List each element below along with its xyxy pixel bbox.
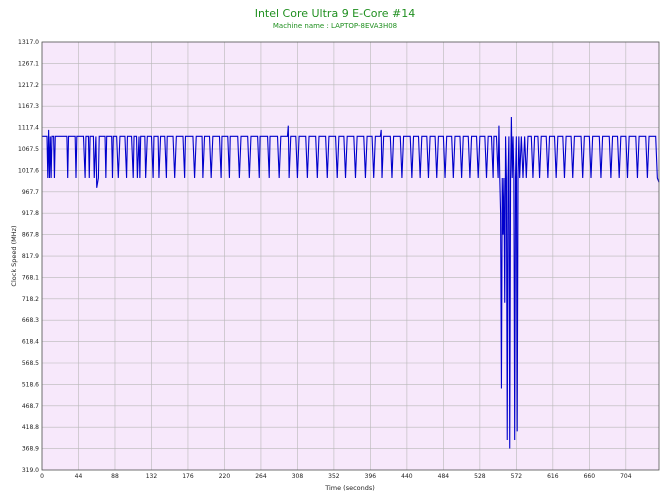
x-axis-label: Time (seconds): [324, 484, 375, 492]
y-tick-label: 1117.4: [18, 125, 39, 132]
y-tick-label: 418.8: [22, 424, 39, 431]
x-tick-label: 88: [111, 473, 119, 480]
x-tick-label: 660: [584, 473, 596, 480]
x-tick-label: 572: [511, 473, 523, 480]
y-tick-label: 1267.1: [18, 60, 39, 67]
x-axis-ticks: 0 44 88 132 176 220 264 308 352 396 440 484 528 572 61…: [40, 473, 632, 480]
y-tick-label: 368.9: [22, 446, 39, 453]
chart-title: Intel Core Ultra 9 E-Core #14: [254, 7, 416, 20]
y-tick-label: 319.0: [22, 467, 39, 474]
x-tick-label: 264: [255, 473, 267, 480]
x-tick-label: 44: [75, 473, 83, 480]
x-tick-label: 704: [620, 473, 632, 480]
plot-border: [41, 41, 660, 471]
y-tick-label: 618.4: [22, 339, 39, 346]
x-tick-label: 616: [547, 473, 559, 480]
y-axis-label: Clock Speed (MHz): [10, 225, 18, 286]
y-tick-label: 1167.3: [18, 103, 39, 110]
x-tick-label: 308: [292, 473, 304, 480]
y-tick-label: 1217.2: [18, 82, 39, 89]
y-tick-label: 668.3: [22, 317, 39, 324]
x-tick-label: 352: [328, 473, 340, 480]
y-tick-label: 1067.5: [18, 146, 39, 153]
y-tick-label: 768.1: [22, 274, 39, 281]
y-tick-label: 468.7: [22, 403, 39, 410]
y-tick-label: 568.5: [22, 360, 39, 367]
x-tick-label: 176: [182, 473, 194, 480]
y-tick-label: 1017.6: [18, 167, 39, 174]
y-tick-label: 917.8: [22, 210, 39, 217]
x-tick-label: 132: [146, 473, 158, 480]
x-tick-label: 220: [219, 473, 231, 480]
chart-subtitle: Machine name : LAPTOP-8EVA3H08: [272, 22, 398, 30]
y-tick-label: 967.7: [22, 189, 39, 196]
clock-speed-series-line: [42, 117, 660, 449]
x-tick-label: 0: [40, 473, 44, 480]
y-tick-label: 817.9: [22, 253, 39, 260]
x-tick-label: 528: [474, 473, 486, 480]
x-tick-label: 484: [438, 473, 450, 480]
y-tick-label: 867.8: [22, 232, 39, 239]
x-tick-label: 396: [365, 473, 377, 480]
y-tick-label: 518.6: [22, 381, 39, 388]
y-tick-label: 1317.0: [18, 39, 39, 46]
y-axis-ticks: 319.0 368.9 418.8 468.7 518.6 568.5 618.4 668.3…: [18, 39, 39, 474]
y-tick-label: 718.2: [22, 296, 39, 303]
grid-lines: [41, 41, 659, 471]
x-tick-label: 440: [401, 473, 413, 480]
